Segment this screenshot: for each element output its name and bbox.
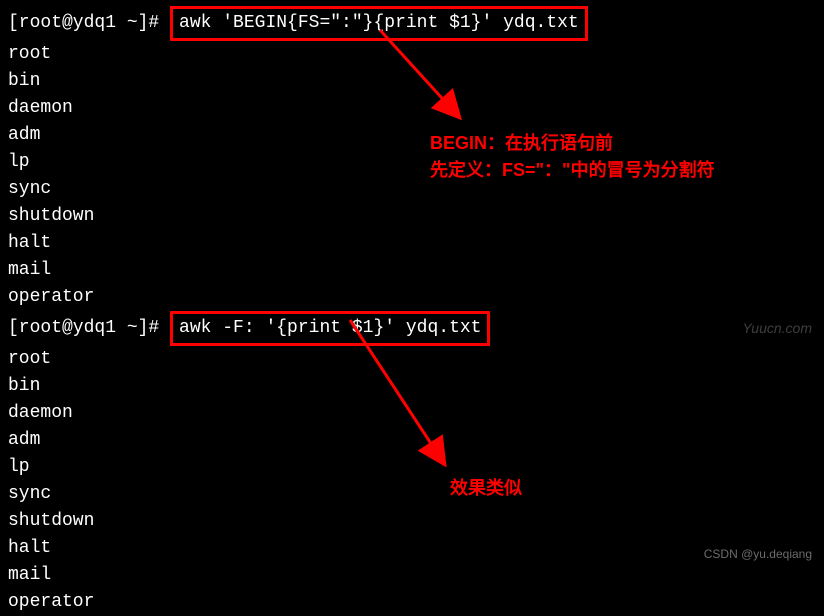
annotation-note-1-line1: BEGIN：在执行语句前 bbox=[430, 130, 715, 157]
terminal-prompt-line-1: [root@ydq1 ~]# awk 'BEGIN{FS=":"}{print … bbox=[8, 6, 816, 41]
output-line: lp bbox=[8, 454, 816, 481]
annotation-note-2-text: 效果类似 bbox=[450, 475, 522, 502]
output-line: sync bbox=[8, 481, 816, 508]
output-line: root bbox=[8, 346, 816, 373]
terminal-prompt-line-2: [root@ydq1 ~]# awk -F: '{print $1}' ydq.… bbox=[8, 311, 816, 346]
output-line: halt bbox=[8, 230, 816, 257]
output-line: bin bbox=[8, 68, 816, 95]
output-line: halt bbox=[8, 535, 816, 562]
annotation-note-2: 效果类似 bbox=[450, 475, 522, 502]
output-line: daemon bbox=[8, 400, 816, 427]
output-line: mail bbox=[8, 257, 816, 284]
command-box-1: awk 'BEGIN{FS=":"}{print $1}' ydq.txt bbox=[170, 6, 588, 41]
annotation-note-1-line2: 先定义：FS="："中的冒号为分割符 bbox=[430, 157, 715, 184]
output-line: operator bbox=[8, 589, 816, 616]
annotation-note-1: BEGIN：在执行语句前 先定义：FS="："中的冒号为分割符 bbox=[430, 130, 715, 184]
output-line: adm bbox=[8, 427, 816, 454]
command-box-2: awk -F: '{print $1}' ydq.txt bbox=[170, 311, 490, 346]
output-line: bin bbox=[8, 373, 816, 400]
prompt-1: [root@ydq1 ~]# bbox=[8, 10, 170, 37]
output-line: shutdown bbox=[8, 508, 816, 535]
output-line: mail bbox=[8, 562, 816, 589]
output-line: daemon bbox=[8, 95, 816, 122]
prompt-2: [root@ydq1 ~]# bbox=[8, 315, 170, 342]
watermark-site: Yuucn.com bbox=[742, 320, 812, 336]
output-line: shutdown bbox=[8, 203, 816, 230]
output-line: root bbox=[8, 41, 816, 68]
watermark-author: CSDN @yu.deqiang bbox=[704, 547, 812, 561]
output-line: operator bbox=[8, 284, 816, 311]
